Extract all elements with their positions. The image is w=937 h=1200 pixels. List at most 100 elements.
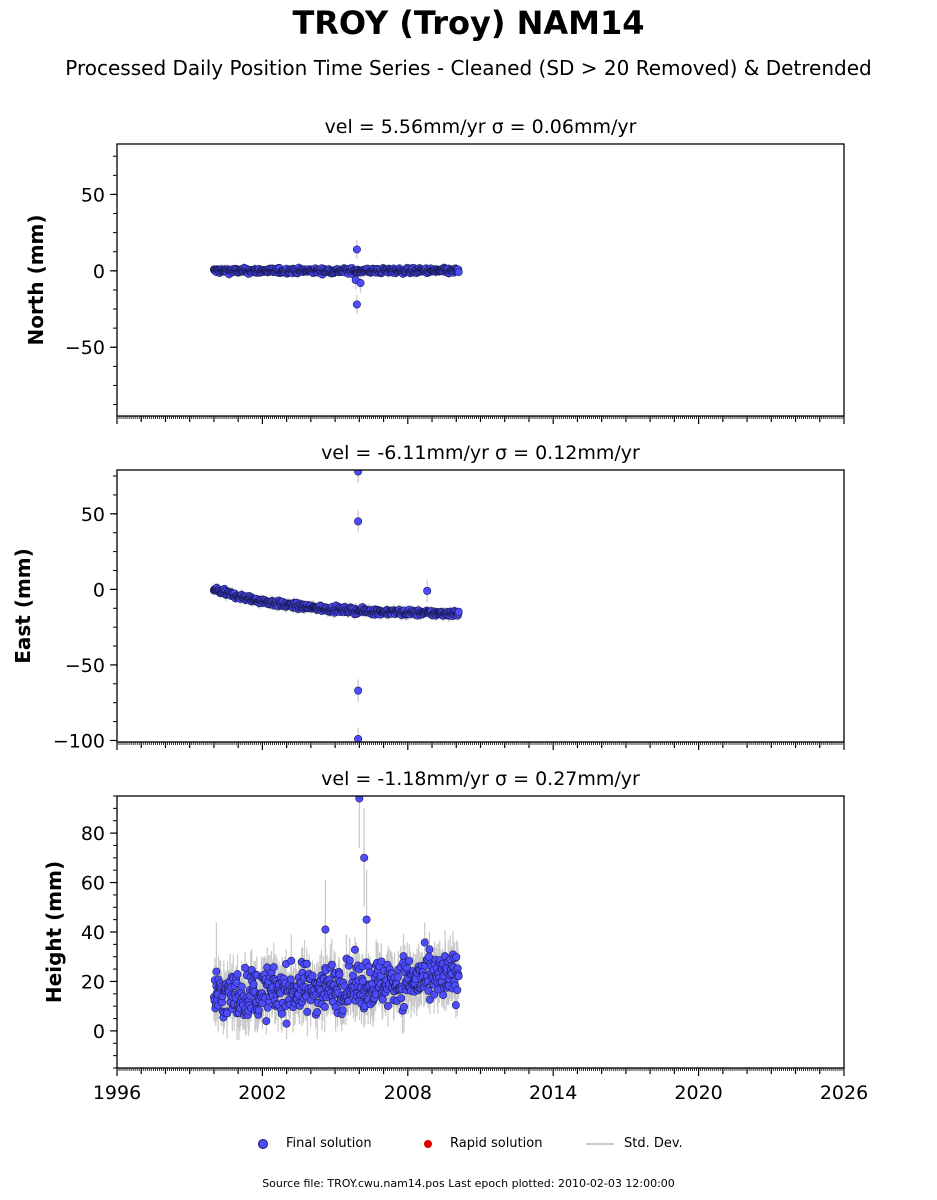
data-point	[262, 1017, 271, 1026]
legend-final: Final solution	[258, 1136, 372, 1151]
data-point	[335, 970, 344, 979]
y-tick-label: −50	[65, 655, 105, 677]
data-north	[209, 239, 463, 314]
data-point	[327, 960, 336, 969]
data-point	[453, 986, 462, 995]
x-tick-label: 2014	[529, 1082, 577, 1104]
panel-north: vel = 5.56mm/yr σ = 0.06mm/yr North (mm) 5…	[24, 116, 845, 424]
data-point	[223, 1009, 232, 1018]
data-point	[454, 972, 463, 981]
y-tick-label: 40	[81, 922, 105, 944]
data-point	[249, 980, 258, 989]
data-point	[263, 1003, 272, 1012]
final-points-height	[209, 796, 463, 1028]
data-point	[286, 975, 295, 984]
data-point	[320, 1002, 329, 1011]
data-point	[383, 1001, 392, 1010]
data-point	[424, 986, 433, 995]
ylabel-north: North (mm)	[24, 214, 48, 345]
std-dev-line	[586, 1142, 614, 1145]
data-point	[352, 300, 361, 309]
data-point	[420, 938, 429, 947]
data-point	[212, 967, 221, 976]
data-point	[452, 953, 461, 962]
final-solution-marker	[258, 1138, 268, 1149]
chart-subtitle: Processed Daily Position Time Series - C…	[65, 56, 872, 80]
data-point	[377, 957, 386, 966]
data-height	[209, 796, 463, 1040]
data-point	[354, 734, 363, 742]
data-point	[354, 686, 363, 695]
legend-rapid: Rapid solution	[424, 1136, 542, 1151]
data-point	[344, 997, 353, 1006]
data-point	[302, 959, 311, 968]
axes-frame-north	[116, 143, 845, 417]
data-point	[349, 971, 358, 980]
panel-title-height: vel = -1.18mm/yr σ = 0.27mm/yr	[321, 768, 640, 790]
panel-title-east: vel = -6.11mm/yr σ = 0.12mm/yr	[321, 442, 640, 464]
y-tick-label: 50	[81, 504, 105, 526]
rapid-solution-marker	[424, 1139, 432, 1148]
panel-title-north: vel = 5.56mm/yr σ = 0.06mm/yr	[325, 116, 637, 138]
data-point	[303, 1007, 312, 1016]
data-east	[209, 470, 463, 742]
x-tick-label: 1996	[93, 1082, 141, 1104]
x-tick-label: 2008	[384, 1082, 432, 1104]
source-note: Source file: TROY.cwu.nam14.pos Last epo…	[262, 1177, 675, 1190]
panel-height: vel = -1.18mm/yr σ = 0.27mm/yr Height (mm…	[42, 768, 868, 1104]
y-tick-label: 50	[81, 184, 105, 206]
data-point	[356, 279, 365, 288]
x-tick-label: 2002	[238, 1082, 286, 1104]
data-point	[393, 973, 402, 982]
axes-frame-height	[116, 795, 845, 1069]
data-point	[405, 956, 414, 965]
final-points-north	[209, 245, 463, 309]
ylabel-east: East (mm)	[11, 548, 35, 664]
y-tick-label: 0	[93, 579, 105, 601]
data-point	[355, 796, 364, 803]
data-point	[241, 963, 250, 972]
y-tick-label: −50	[65, 337, 105, 359]
data-point	[399, 952, 408, 961]
legend-final-label: Final solution	[286, 1136, 372, 1151]
data-point	[424, 952, 433, 961]
data-point	[454, 607, 463, 616]
data-point	[423, 586, 432, 595]
y-tick-label: −100	[53, 730, 105, 752]
panel-east: vel = -6.11mm/yr σ = 0.12mm/yr East (mm) 5…	[11, 442, 845, 752]
axes-frame-east	[116, 469, 845, 743]
legend-std: Std. Dev.	[586, 1136, 683, 1151]
y-tick-label: 0	[93, 1021, 105, 1043]
data-point	[313, 1008, 322, 1017]
y-tick-label: 20	[81, 971, 105, 993]
data-point	[287, 956, 296, 965]
final-points-east	[209, 470, 463, 742]
data-point	[269, 963, 278, 972]
data-point	[277, 1009, 286, 1018]
legend-rapid-label: Rapid solution	[450, 1136, 543, 1151]
data-point	[352, 245, 361, 254]
data-point	[451, 1001, 460, 1010]
data-point	[350, 945, 359, 954]
data-point	[399, 1003, 408, 1012]
data-point	[354, 517, 363, 526]
data-point	[425, 995, 434, 1004]
data-point	[282, 1019, 291, 1028]
data-point	[233, 970, 242, 979]
data-point	[354, 470, 363, 476]
y-tick-label: 80	[81, 823, 105, 845]
x-tick-label: 2020	[674, 1082, 722, 1104]
data-point	[360, 853, 369, 862]
data-point	[308, 971, 317, 980]
legend-std-label: Std. Dev.	[624, 1136, 683, 1151]
data-point	[397, 994, 406, 1003]
data-point	[338, 1006, 347, 1015]
x-tick-label: 2026	[820, 1082, 868, 1104]
ylabel-height: Height (mm)	[42, 861, 66, 1003]
y-tick-label: 60	[81, 873, 105, 895]
data-point	[237, 982, 246, 991]
y-tick-label: 0	[93, 261, 105, 283]
data-point	[321, 925, 330, 934]
data-point	[425, 945, 434, 954]
